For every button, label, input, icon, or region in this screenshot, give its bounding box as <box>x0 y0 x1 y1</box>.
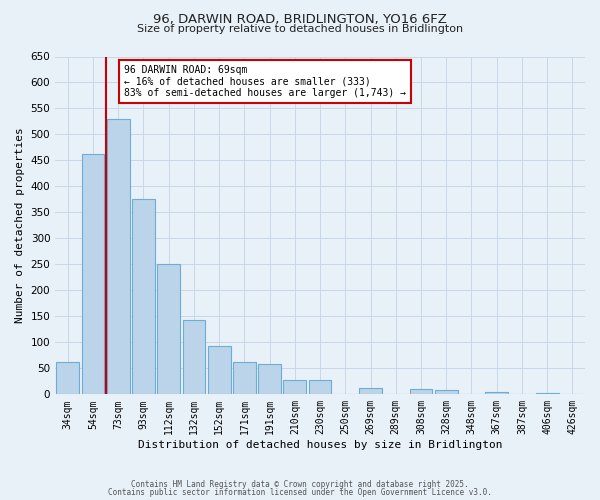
Bar <box>56 362 79 394</box>
Text: Contains public sector information licensed under the Open Government Licence v3: Contains public sector information licen… <box>108 488 492 497</box>
Bar <box>182 320 205 394</box>
Bar <box>283 380 306 394</box>
Bar <box>157 264 180 394</box>
Text: Contains HM Land Registry data © Crown copyright and database right 2025.: Contains HM Land Registry data © Crown c… <box>131 480 469 489</box>
X-axis label: Distribution of detached houses by size in Bridlington: Distribution of detached houses by size … <box>138 440 502 450</box>
Bar <box>359 388 382 394</box>
Text: 96 DARWIN ROAD: 69sqm
← 16% of detached houses are smaller (333)
83% of semi-det: 96 DARWIN ROAD: 69sqm ← 16% of detached … <box>124 65 406 98</box>
Bar <box>410 389 433 394</box>
Bar <box>132 200 155 394</box>
Bar <box>258 364 281 394</box>
Y-axis label: Number of detached properties: Number of detached properties <box>15 128 25 324</box>
Bar <box>435 390 458 394</box>
Text: Size of property relative to detached houses in Bridlington: Size of property relative to detached ho… <box>137 24 463 34</box>
Bar <box>82 154 104 394</box>
Text: 96, DARWIN ROAD, BRIDLINGTON, YO16 6FZ: 96, DARWIN ROAD, BRIDLINGTON, YO16 6FZ <box>153 12 447 26</box>
Bar <box>536 393 559 394</box>
Bar <box>485 392 508 394</box>
Bar <box>309 380 331 394</box>
Bar <box>233 362 256 394</box>
Bar <box>208 346 230 395</box>
Bar <box>107 119 130 394</box>
